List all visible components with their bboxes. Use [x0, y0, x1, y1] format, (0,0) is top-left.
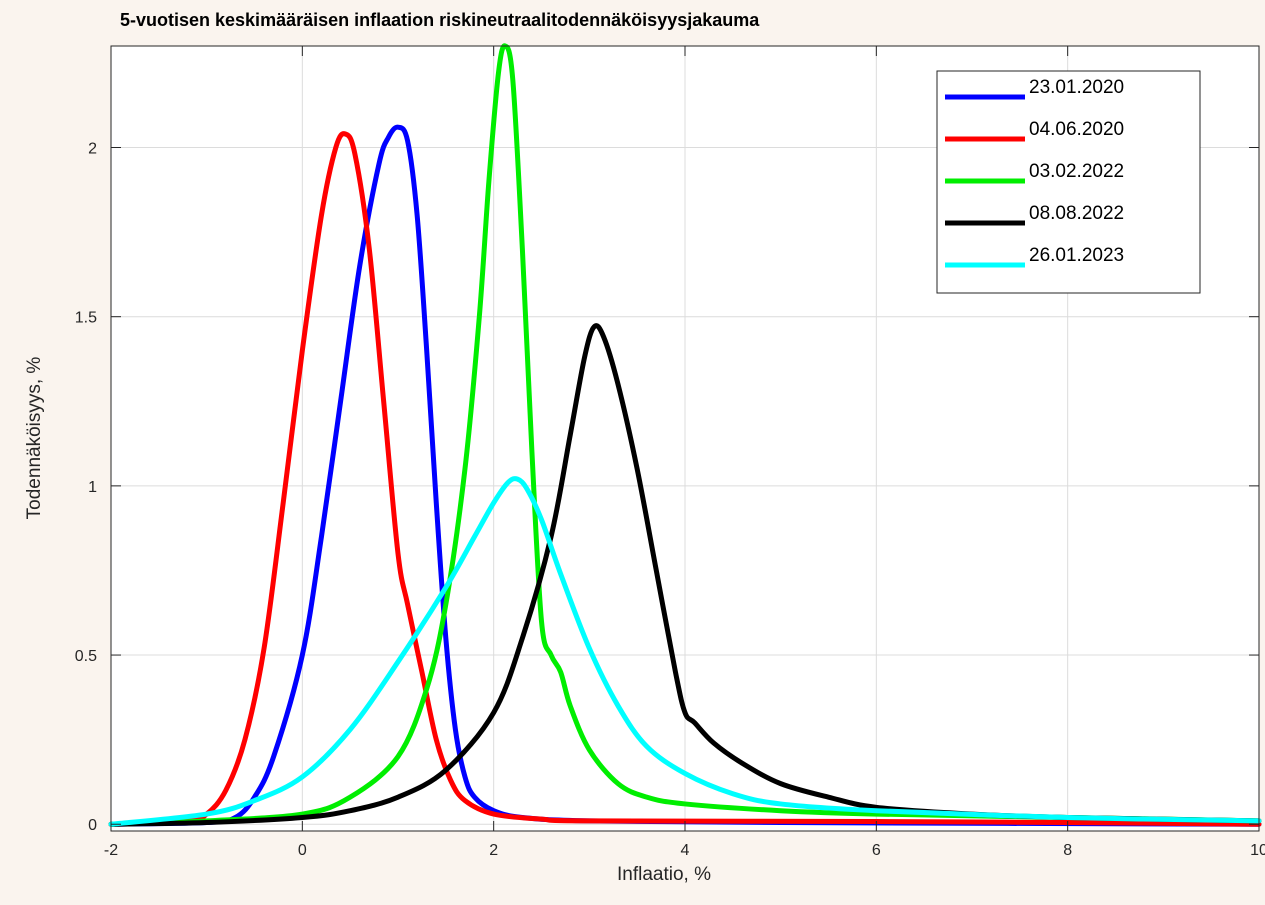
legend-label: 23.01.2020	[1029, 77, 1124, 98]
x-tick-label: -2	[104, 842, 118, 859]
y-tick-label: 1.5	[75, 310, 97, 327]
series-line-3	[108, 43, 1262, 827]
x-tick-label: 0	[298, 842, 307, 859]
x-tick-label: 6	[872, 842, 881, 859]
legend-label: 04.06.2020	[1029, 119, 1124, 140]
y-axis-label: Todennäköisyys, %	[24, 357, 45, 520]
series-lines	[108, 43, 1262, 827]
y-tick-label: 2	[88, 141, 97, 158]
y-tick-label: 0	[88, 817, 97, 834]
y-tick-label: 0.5	[75, 648, 97, 665]
x-tick-label: 8	[1063, 842, 1072, 859]
legend-label: 08.08.2022	[1029, 203, 1124, 224]
legend-label: 26.01.2023	[1029, 245, 1124, 266]
x-axis-label: Inflaatio, %	[617, 864, 711, 885]
series-line-5	[108, 476, 1262, 827]
x-tick-label: 10	[1250, 842, 1265, 859]
y-tick-label: 1	[88, 479, 97, 496]
legend-label: 03.02.2022	[1029, 161, 1124, 182]
x-tick-label: 4	[681, 842, 690, 859]
x-tick-label: 2	[489, 842, 498, 859]
chart-title: 5-vuotisen keskimääräisen inflaation ris…	[120, 10, 760, 30]
legend: 23.01.2020 04.06.2020 03.02.2022 08.08.2022…	[936, 70, 1201, 294]
series-line-4	[108, 323, 1262, 827]
axis-ticks: -2 0 2 4 6 8 10 0 0.5 1 1.5 2	[75, 46, 1265, 859]
series-line-2	[108, 131, 1262, 827]
